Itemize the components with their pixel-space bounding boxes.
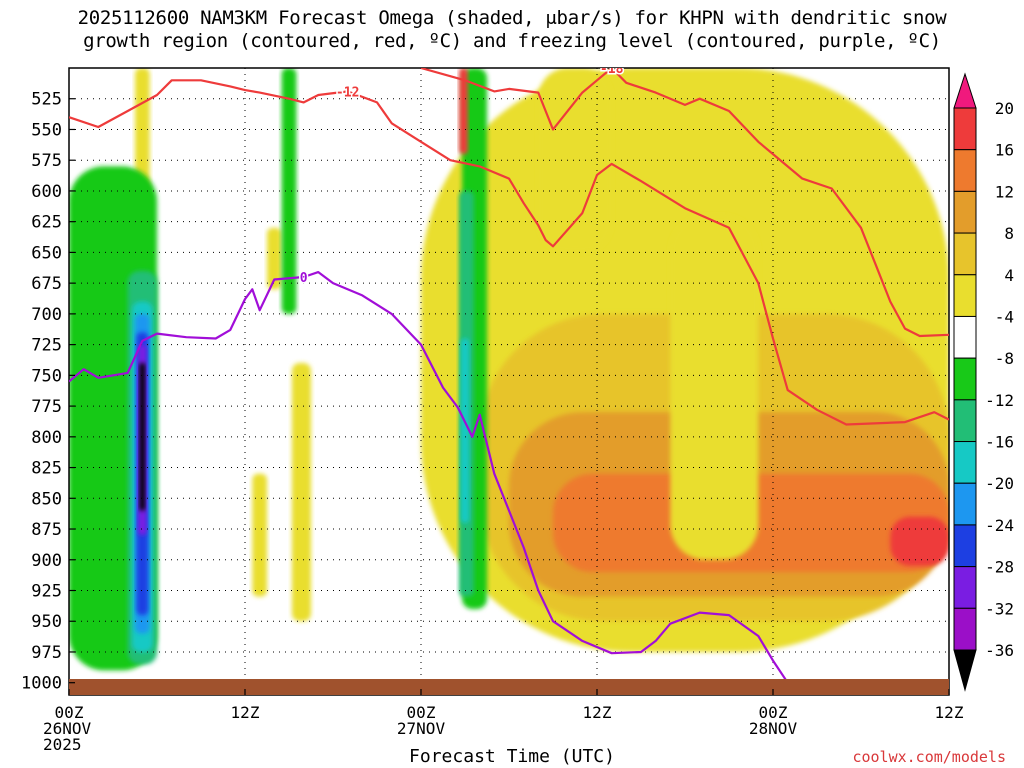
x-tick-label-0-0: 00Z — [55, 703, 84, 722]
y-tick-label-550: 550 — [31, 120, 62, 140]
colorbar-label-8: -16 — [985, 433, 1014, 452]
y-tick-label-850: 850 — [31, 489, 62, 509]
y-tick-label-775: 775 — [31, 397, 62, 417]
grid — [69, 68, 949, 695]
y-tick-label-800: 800 — [31, 428, 62, 448]
omega-shading — [69, 68, 949, 671]
contour-line-2 — [69, 271, 789, 684]
x-tick-label-24-1: 27NOV — [397, 719, 446, 738]
title-line-2: growth region (contoured, red, ºC) and f… — [83, 30, 941, 52]
y-tick-label-650: 650 — [31, 243, 62, 263]
colorbar-box-4 — [953, 274, 977, 317]
colorbar-label-0: 20 — [995, 99, 1014, 118]
ground-surface — [69, 679, 949, 695]
y-tick-label-975: 975 — [31, 643, 62, 663]
x-tick-label-60-0: 12Z — [935, 703, 964, 722]
x-tick-label-0-1: 26NOV — [43, 719, 92, 738]
y-tick-label-625: 625 — [31, 213, 62, 233]
x-tick-label-24-0: 00Z — [407, 703, 436, 722]
colorbar-box-0 — [953, 107, 977, 151]
x-tick-label-36-0: 12Z — [583, 703, 612, 722]
y-tick-label-600: 600 — [31, 182, 62, 202]
y-tick-label-900: 900 — [31, 551, 62, 571]
colorbar-label-12: -32 — [985, 599, 1014, 618]
omega-shade-4 — [890, 516, 949, 566]
omega-shade-5 — [538, 68, 612, 253]
omega-shade-10 — [252, 473, 267, 597]
omega-shade-21 — [460, 338, 470, 523]
y-tick-label-675: 675 — [31, 274, 62, 294]
colorbar-label-13: -36 — [985, 641, 1014, 660]
x-tick-label-48-1: 28NOV — [749, 719, 798, 738]
omega-shade-17 — [139, 363, 146, 511]
colorbar-box-6 — [953, 357, 977, 401]
colorbar-box-2 — [953, 190, 977, 234]
colorbar-label-9: -20 — [985, 474, 1014, 493]
colorbar-bottom-arrow — [953, 649, 977, 692]
colorbar-top-arrow — [953, 72, 977, 109]
colorbar-box-10 — [953, 524, 977, 568]
contour-label-0: -12 — [336, 85, 359, 100]
y-tick-label-925: 925 — [31, 582, 62, 602]
y-tick-label-825: 825 — [31, 459, 62, 479]
colorbar-label-7: -12 — [985, 391, 1014, 410]
y-tick-label-1000: 1000 — [21, 674, 62, 694]
colorbar-box-3 — [953, 232, 977, 276]
contour-lines: -12 -18 0 — [69, 62, 949, 684]
contour-line-1 — [420, 68, 949, 338]
x-axis-title: Forecast Time (UTC) — [409, 746, 615, 767]
colorbar-label-1: 16 — [995, 141, 1014, 160]
x-tick-label-0-2: 2025 — [43, 735, 82, 754]
colorbar-label-6: -8 — [995, 349, 1014, 368]
y-tick-label-725: 725 — [31, 336, 62, 356]
colorbar-box-11 — [953, 566, 977, 609]
colorbar-box-9 — [953, 482, 977, 526]
y-tick-label-525: 525 — [31, 90, 62, 110]
title-line-1: 2025112600 NAM3KM Forecast Omega (shaded… — [77, 7, 947, 29]
contour-line-0 — [69, 79, 949, 426]
colorbar-label-3: 8 — [1004, 224, 1014, 243]
y-tick-label-875: 875 — [31, 520, 62, 540]
colorbar-box-12 — [953, 607, 977, 651]
x-tick-label-48-0: 00Z — [759, 703, 788, 722]
y-tick-label-700: 700 — [31, 305, 62, 325]
y-axis: 525 550 575 600 625 650 675 700 725 750 775 800 825 8… — [21, 90, 75, 694]
colorbar-label-11: -28 — [985, 558, 1014, 577]
colorbar-box-7 — [953, 399, 977, 443]
contour-label-1: -18 — [600, 62, 624, 77]
colorbar-box-5 — [953, 315, 977, 359]
omega-shade-6 — [670, 215, 759, 560]
colorbar-box-1 — [953, 149, 977, 192]
omega-shade-9 — [291, 363, 311, 622]
colorbar-box-8 — [953, 441, 977, 484]
contour-label-2: 0 — [300, 271, 308, 286]
y-tick-label-950: 950 — [31, 612, 62, 632]
colorbar-label-10: -24 — [985, 516, 1014, 535]
omega-shade-8 — [267, 227, 282, 290]
omega-shade-22 — [459, 68, 468, 155]
y-tick-label-575: 575 — [31, 151, 62, 171]
credit-text: coolwx.com/models — [852, 748, 1006, 766]
colorbar-label-4: 4 — [1004, 266, 1014, 285]
x-tick-label-12-0: 12Z — [231, 703, 260, 722]
y-tick-label-750: 750 — [31, 366, 62, 386]
colorbar-label-5: -4 — [995, 307, 1014, 326]
colorbar-label-2: 12 — [995, 182, 1014, 201]
colorbar: 20 16 12 8 4 -4 -8 -12 -16 -20 -24 -28 -32 -36 — [953, 72, 1014, 692]
